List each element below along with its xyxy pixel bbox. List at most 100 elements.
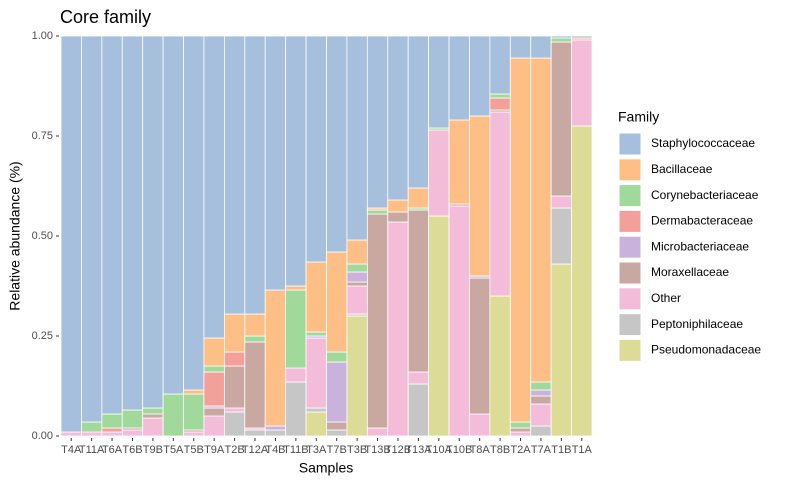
bar-segment (81, 431, 103, 437)
bar-segment (264, 425, 287, 431)
x-tick-label: T1B (551, 444, 571, 456)
bar-segment (285, 381, 307, 437)
bar-segment (407, 383, 430, 437)
y-tick-label: 0.25 (32, 330, 53, 342)
bar-segment (264, 35, 287, 291)
bar-segment (142, 407, 164, 415)
x-tick-label: T5B (184, 444, 204, 456)
bar-segment (469, 115, 491, 277)
y-axis-label: Relative abundance (%) (7, 161, 23, 310)
bar-segment (448, 35, 470, 121)
bar-segment (366, 427, 389, 437)
legend-label: Staphylococcaceae (651, 136, 755, 150)
bar-segment (469, 35, 491, 117)
x-tick-label: T10A (426, 444, 453, 456)
x-tick-label: T3B (347, 444, 367, 456)
legend-label: Other (651, 291, 681, 305)
legend-key (618, 313, 642, 337)
bar-segment (203, 35, 225, 339)
x-tick-label: T4B (265, 444, 285, 456)
legend-key (618, 184, 642, 208)
bar-segment (142, 417, 164, 437)
x-tick-label: T2B (225, 444, 245, 456)
x-tick-label: T7B (327, 444, 347, 456)
bar-segment (448, 119, 470, 205)
bar-segment (142, 413, 164, 419)
x-tick-label: T3A (306, 444, 327, 456)
bar-segment (121, 35, 144, 411)
bar-segment (530, 389, 552, 397)
bar-segment (346, 285, 368, 315)
bar-segment (326, 351, 348, 363)
x-tick-label: T11A (79, 444, 105, 456)
bar-segment (509, 57, 532, 423)
bar-segment (162, 393, 184, 437)
legend-key (618, 287, 642, 311)
bar-segment (489, 97, 511, 111)
legend-label: Moraxellaceae (651, 265, 729, 279)
bar-segment (142, 35, 164, 409)
bar-segment (285, 285, 307, 291)
bar-segment (489, 93, 511, 99)
bar-segment (285, 35, 307, 287)
bar-segment (428, 215, 450, 437)
x-tick-label: T6B (122, 444, 142, 456)
x-tick-label: T12A (242, 444, 269, 456)
bar-segment (285, 367, 307, 383)
bar-segment (387, 35, 409, 201)
bar-segment (550, 263, 572, 437)
bar-segment (346, 315, 368, 437)
bar-segment (407, 371, 430, 385)
bar-segment (326, 429, 348, 437)
bar-segment (101, 427, 123, 433)
bar-segment (366, 213, 389, 429)
bar-segment (244, 429, 266, 437)
bar-segment (223, 313, 246, 353)
bar-segment (264, 429, 287, 437)
legend-label: Peptoniphilaceae (651, 317, 743, 331)
bar-segment (387, 221, 409, 437)
x-tick-label: T2A (510, 444, 531, 456)
bar-segment (305, 411, 327, 437)
bar-segment (530, 425, 552, 437)
bar-segment (244, 335, 266, 343)
x-tick-label: T12B (385, 444, 411, 456)
bar-segment (223, 407, 246, 413)
bar-segment (407, 187, 430, 209)
bar-segment (509, 421, 532, 429)
bar-segment (530, 403, 552, 427)
bar-segment (183, 35, 205, 391)
y-tick-label: 1.00 (32, 30, 53, 42)
bar-segment (448, 205, 470, 437)
bar-segment (346, 239, 368, 265)
legend-key (618, 132, 642, 156)
bar-segment (81, 421, 103, 433)
bar-segment (550, 35, 572, 39)
chart-title: Core family (60, 7, 151, 27)
bar-segment (203, 337, 225, 367)
x-axis-label: Samples (299, 460, 353, 476)
legend-title: Family (618, 109, 659, 125)
bar-segment (305, 407, 327, 413)
bar-segment (101, 431, 123, 437)
bar-segment (183, 393, 205, 431)
x-tick-label: T10B (446, 444, 472, 456)
y-tick-label: 0.75 (32, 130, 53, 142)
x-tick-label: T8B (490, 444, 510, 456)
x-tick-label: T6A (102, 444, 123, 456)
x-tick-label: T9B (143, 444, 163, 456)
x-tick-label: T11B (283, 444, 308, 456)
bar-segment (428, 35, 450, 129)
x-tick-label: T4A (61, 444, 82, 456)
bar-segment (305, 261, 327, 333)
bar-segment (81, 35, 103, 423)
bar-segment (489, 295, 511, 437)
bar-segment (366, 35, 389, 209)
bar-segment (203, 365, 225, 373)
bar-segment (530, 57, 552, 383)
x-tick-label: T8A (470, 444, 491, 456)
bar-segment (407, 35, 430, 189)
bar-segment (489, 35, 511, 95)
bar-segment (203, 415, 225, 437)
legend-label: Dermabacteraceae (651, 214, 753, 228)
